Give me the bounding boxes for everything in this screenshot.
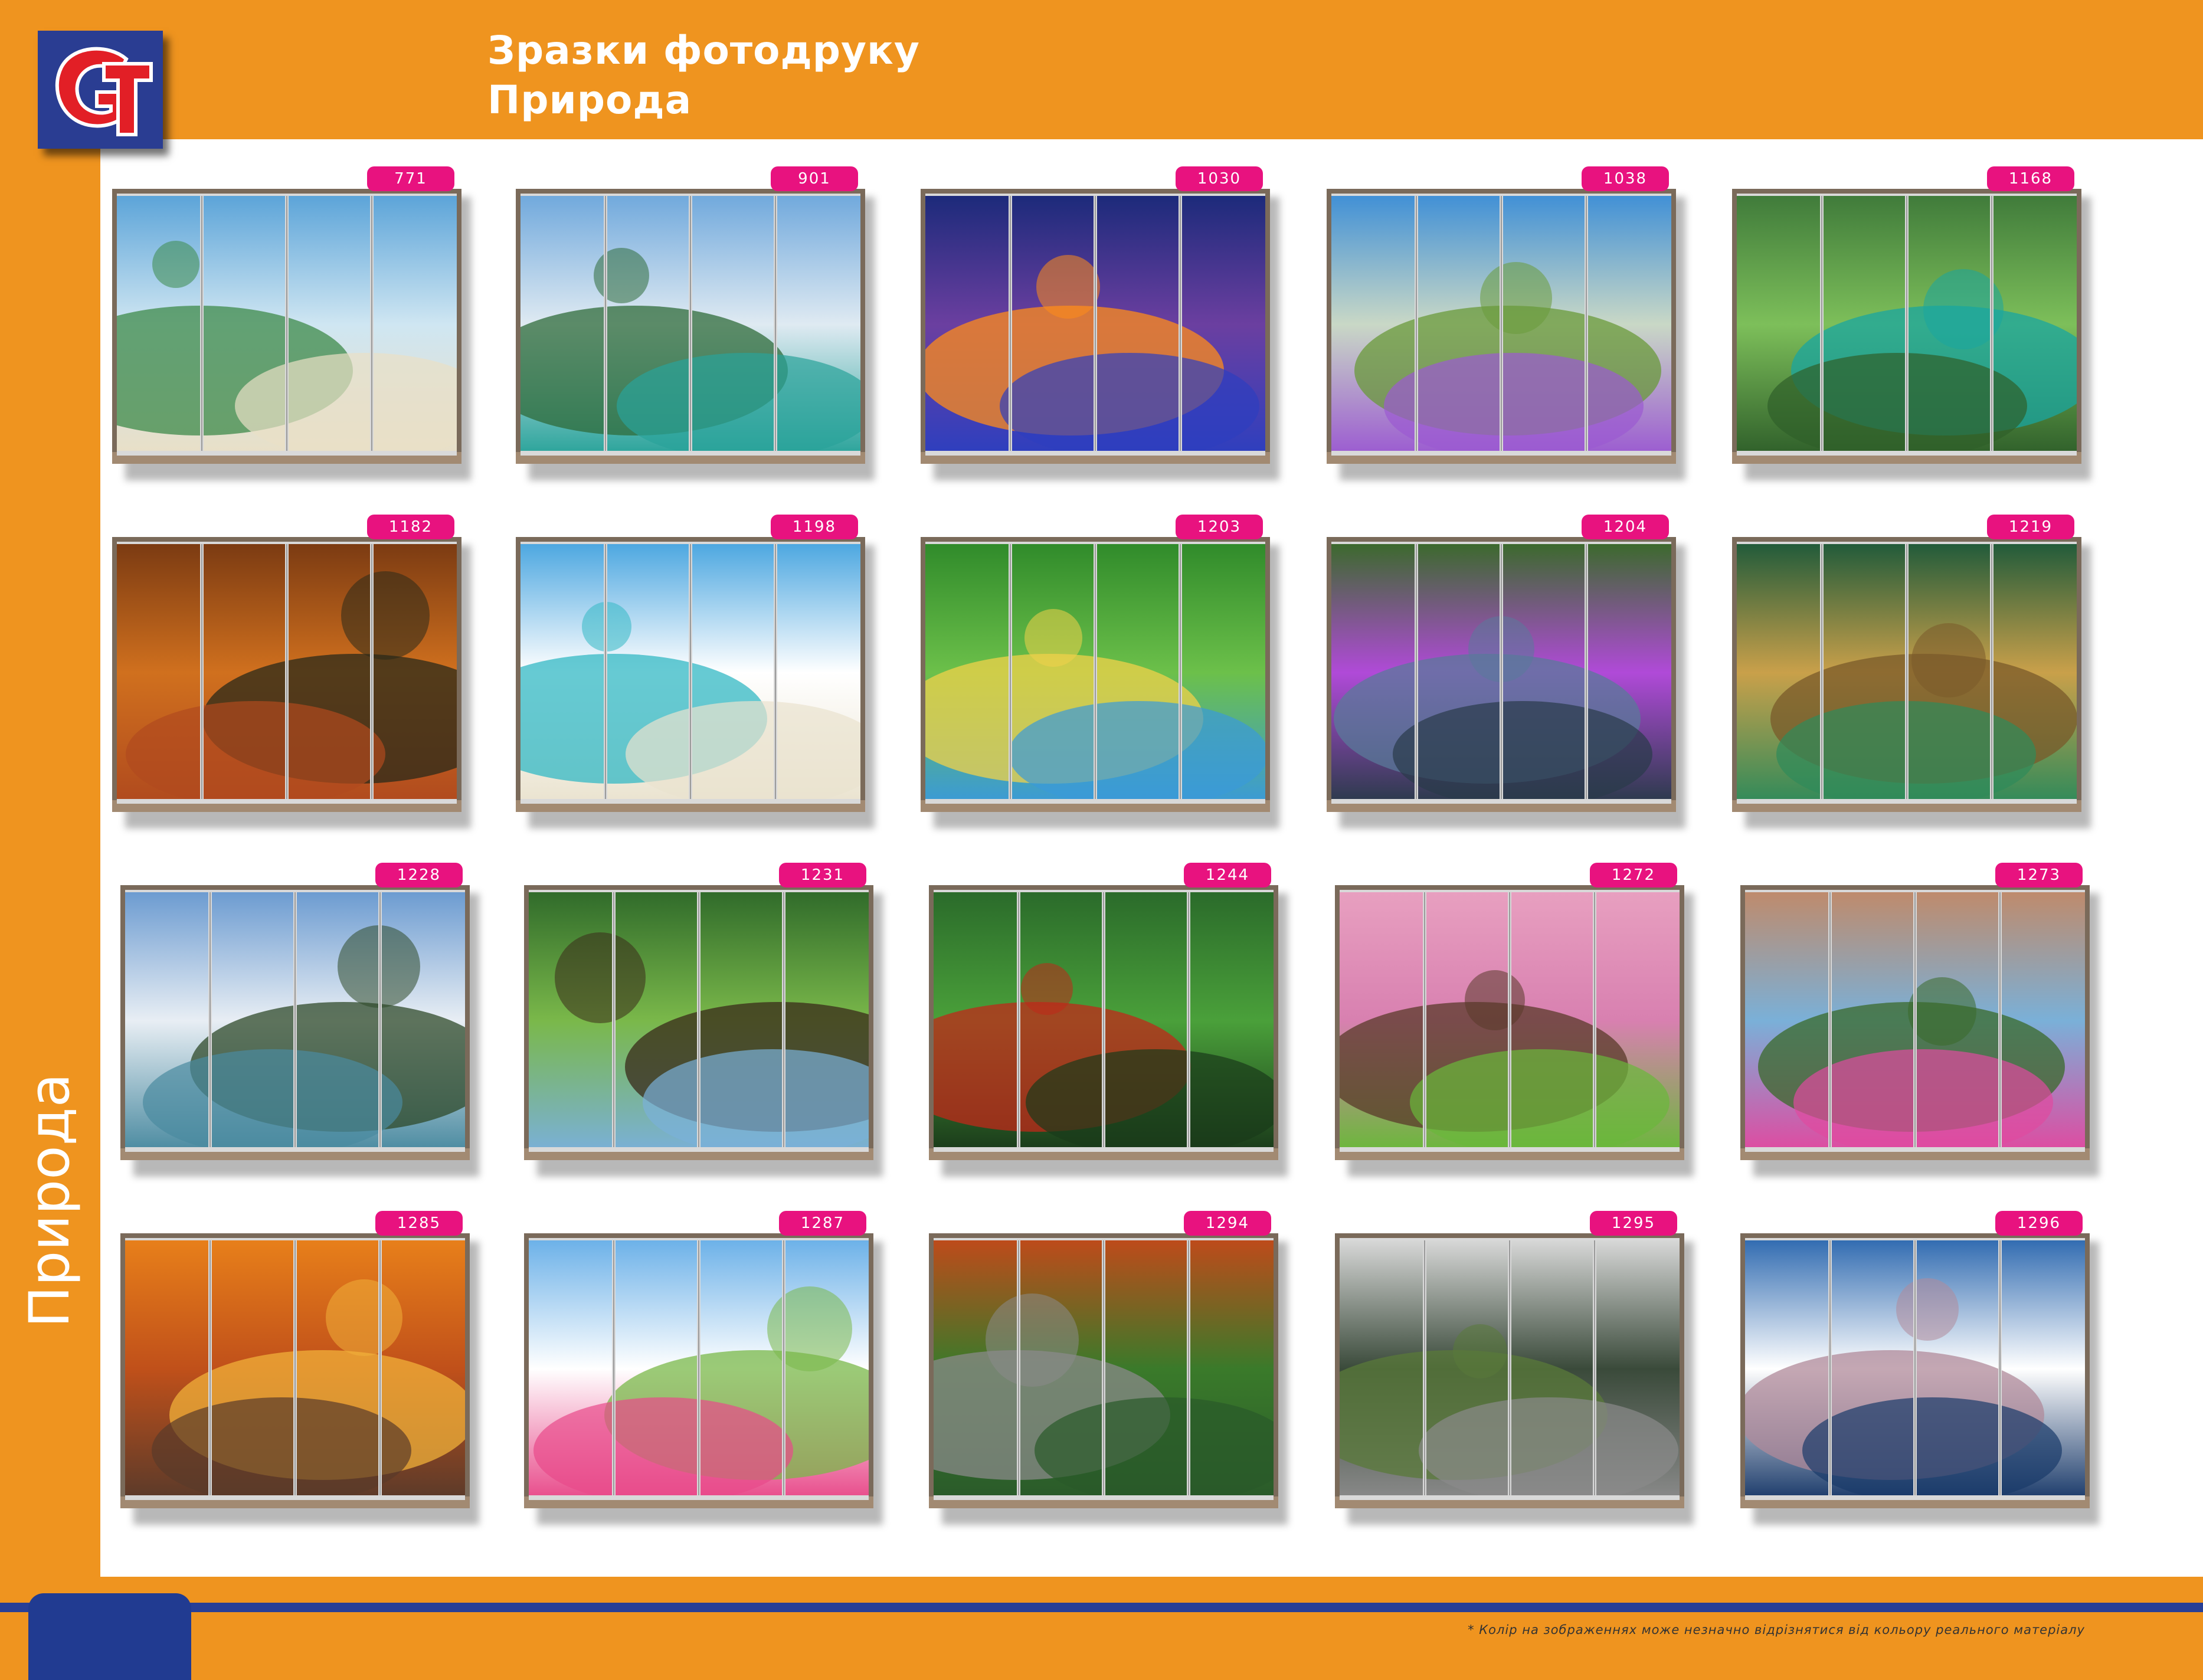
photo-print-preview [1340, 1238, 1680, 1500]
sample-code-tag: 1228 [375, 863, 463, 888]
photo-print-preview [529, 1238, 869, 1500]
sample-code-tag: 1272 [1590, 863, 1677, 888]
footer-line [0, 1603, 2203, 1612]
wardrobe-frame [929, 1233, 1278, 1508]
sample-card[interactable]: 1244 [929, 863, 1288, 1177]
wardrobe-frame [1335, 885, 1684, 1160]
photo-print-preview [934, 1238, 1274, 1500]
sample-card[interactable]: 1231 [524, 863, 883, 1177]
sample-code-tag: 1198 [771, 515, 858, 539]
photo-print-preview [925, 194, 1265, 456]
photo-print-preview [1331, 194, 1671, 456]
photo-print-preview [925, 542, 1265, 804]
photo-print-preview [934, 890, 1274, 1152]
title-line-1: Зразки фотодруку [487, 28, 920, 73]
sample-code-tag: 1038 [1582, 166, 1669, 191]
wardrobe-frame [1740, 885, 2090, 1160]
sample-code-tag: 1287 [779, 1211, 866, 1236]
wardrobe-frame [524, 1233, 873, 1508]
wardrobe-frame [1327, 189, 1676, 464]
footnote: * Колір на зображеннях може незначно від… [1468, 1623, 2085, 1637]
wardrobe-frame [921, 189, 1270, 464]
wardrobe-frame [120, 1233, 470, 1508]
side-band [0, 139, 100, 1579]
photo-print-preview [1745, 1238, 2085, 1500]
sample-code-tag: 1182 [367, 515, 454, 539]
wardrobe-frame [1732, 189, 2081, 464]
photo-print-preview [521, 542, 860, 804]
sample-code-tag: 901 [771, 166, 858, 191]
wardrobe-frame [524, 885, 873, 1160]
sample-code-tag: 1030 [1176, 166, 1263, 191]
photo-print-preview [1737, 542, 2077, 804]
sample-code-tag: 1295 [1590, 1211, 1677, 1236]
sample-card[interactable]: 1198 [516, 515, 875, 828]
sample-code-tag: 771 [367, 166, 454, 191]
sample-code-tag: 1219 [1987, 515, 2074, 539]
sample-card[interactable]: 1272 [1335, 863, 1694, 1177]
sample-card[interactable]: 1285 [120, 1211, 479, 1525]
header-band [0, 0, 2203, 139]
sample-code-tag: 1244 [1184, 863, 1271, 888]
wardrobe-frame [1740, 1233, 2090, 1508]
sample-card[interactable]: 1219 [1732, 515, 2091, 828]
wardrobe-frame [1335, 1233, 1684, 1508]
sample-card[interactable]: 1182 [112, 515, 471, 828]
sample-code-tag: 1231 [779, 863, 866, 888]
sample-code-tag: 1168 [1987, 166, 2074, 191]
sample-card[interactable]: 771 [112, 166, 471, 480]
sample-code-tag: 1294 [1184, 1211, 1271, 1236]
page-tab [28, 1593, 191, 1680]
sample-card[interactable]: 1296 [1740, 1211, 2099, 1525]
sample-code-tag: 1296 [1995, 1211, 2083, 1236]
photo-print-preview [117, 542, 457, 804]
photo-print-preview [117, 194, 457, 456]
page-title: Зразки фотодруку Природа [487, 26, 920, 125]
photo-print-preview [1340, 890, 1680, 1152]
sample-code-tag: 1273 [1995, 863, 2083, 888]
sample-card[interactable]: 901 [516, 166, 875, 480]
sample-code-tag: 1204 [1582, 515, 1669, 539]
wardrobe-frame [929, 885, 1278, 1160]
sample-card[interactable]: 1203 [921, 515, 1279, 828]
sample-card[interactable]: 1168 [1732, 166, 2091, 480]
wardrobe-frame [1327, 537, 1676, 812]
wardrobe-frame [1732, 537, 2081, 812]
sample-card[interactable]: 1295 [1335, 1211, 1694, 1525]
sample-card[interactable]: 1228 [120, 863, 479, 1177]
photo-print-preview [521, 194, 860, 456]
sample-card[interactable]: 1030 [921, 166, 1279, 480]
section-label: Природа [12, 997, 82, 1328]
company-logo [38, 31, 163, 149]
photo-print-preview [125, 890, 465, 1152]
wardrobe-frame [112, 537, 461, 812]
section-label-text: Природа [18, 1073, 82, 1328]
sample-card[interactable]: 1287 [524, 1211, 883, 1525]
footer-band [0, 1577, 2203, 1680]
photo-print-preview [1737, 194, 2077, 456]
sample-card[interactable]: 1294 [929, 1211, 1288, 1525]
sample-code-tag: 1203 [1176, 515, 1263, 539]
title-line-2: Природа [487, 77, 692, 123]
wardrobe-frame [516, 537, 865, 812]
wardrobe-frame [921, 537, 1270, 812]
wardrobe-frame [112, 189, 461, 464]
photo-print-preview [1331, 542, 1671, 804]
photo-print-preview [125, 1238, 465, 1500]
sample-card[interactable]: 1204 [1327, 515, 1685, 828]
sample-card[interactable]: 1038 [1327, 166, 1685, 480]
wardrobe-frame [516, 189, 865, 464]
sample-card[interactable]: 1273 [1740, 863, 2099, 1177]
photo-print-preview [529, 890, 869, 1152]
sample-code-tag: 1285 [375, 1211, 463, 1236]
wardrobe-frame [120, 885, 470, 1160]
photo-print-preview [1745, 890, 2085, 1152]
